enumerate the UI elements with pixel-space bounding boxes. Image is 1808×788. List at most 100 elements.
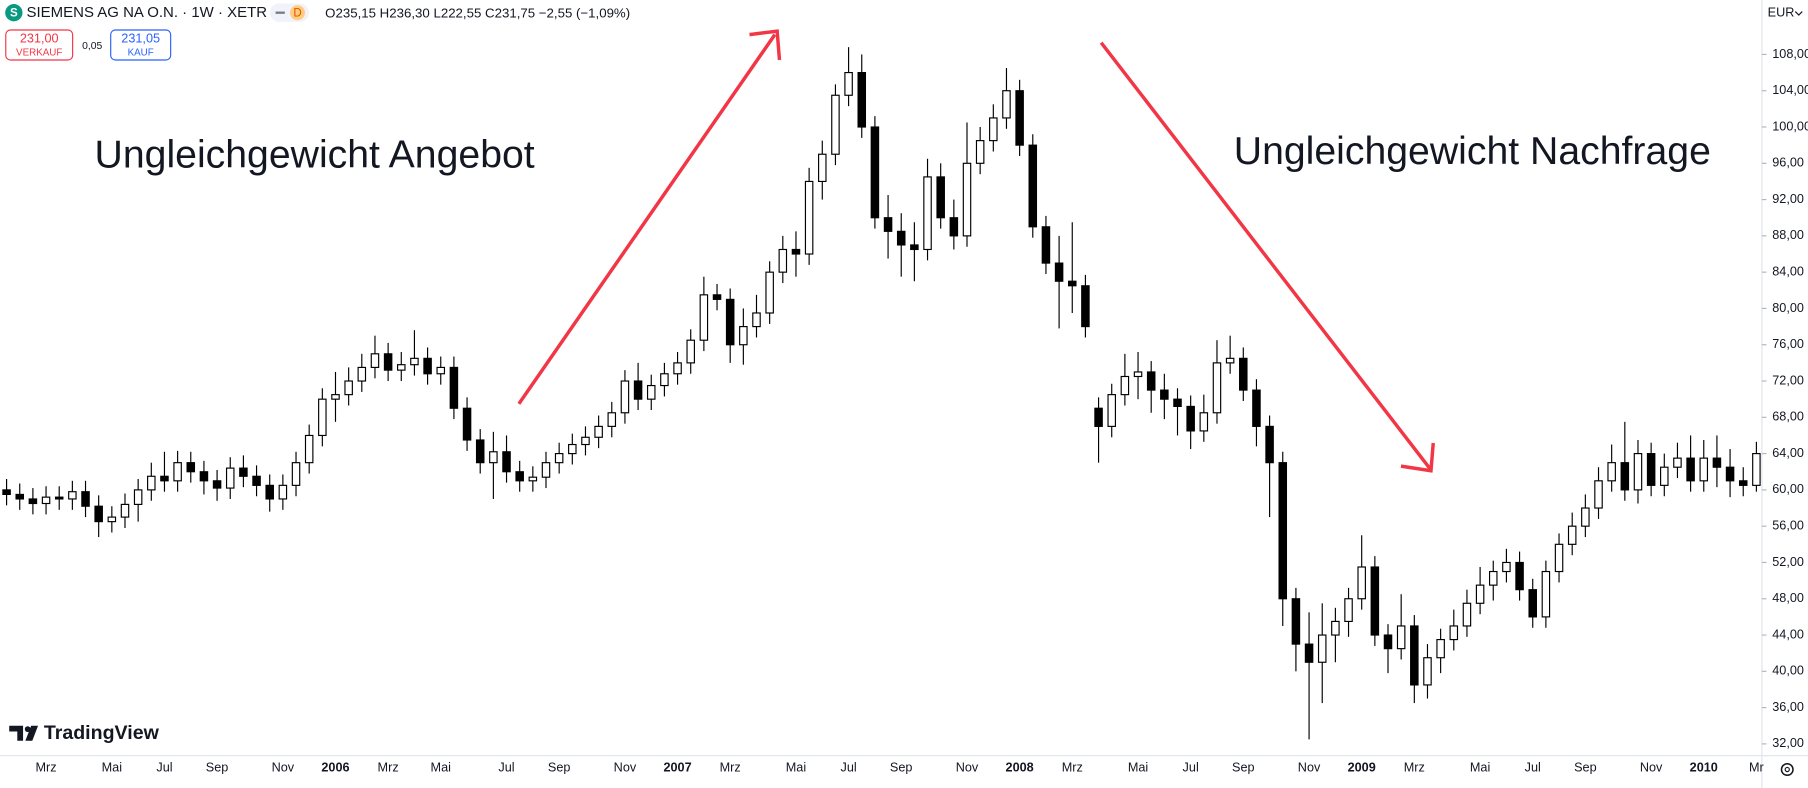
candle-body (1462, 602, 1472, 627)
candle-body (81, 491, 90, 507)
candle-body (818, 153, 827, 183)
candle-body (739, 326, 748, 346)
candle-body (791, 248, 801, 255)
candle-body (1515, 561, 1524, 591)
candle-body (1357, 566, 1366, 600)
x-tick-label: Sep (206, 761, 229, 775)
candle-body (225, 467, 235, 489)
candle-body (1225, 357, 1235, 364)
candle-body (1212, 362, 1222, 414)
candle-body (1725, 466, 1735, 482)
x-tick-label: Nov (272, 761, 295, 775)
candle-body (883, 217, 893, 232)
candle-body (1554, 543, 1564, 573)
candle-body (515, 471, 524, 482)
brand: TradingView (44, 722, 160, 744)
y-tick-label: 40,00 (1772, 664, 1804, 678)
candle-body (28, 498, 38, 505)
candle-body (752, 312, 761, 328)
candle-body (725, 298, 735, 346)
currency[interactable]: EUR (1768, 6, 1795, 20)
candle-body (1278, 462, 1288, 600)
spread: 0,05 (82, 41, 102, 52)
y-tick-label: 92,00 (1772, 192, 1804, 206)
x-tick-label: Jul (840, 761, 856, 775)
candle-body (1041, 226, 1051, 264)
candle-body (489, 451, 498, 464)
ohlc: O235,15 H236,30 L222,55 C231,75 −2,55 (−… (325, 5, 630, 20)
candle-body (1067, 280, 1077, 287)
candle-body (410, 357, 419, 366)
candle-body (765, 271, 774, 314)
brand-logo (9, 725, 39, 741)
candle-body (54, 496, 64, 500)
sell-button[interactable] (5, 29, 74, 61)
candle-body (1752, 453, 1761, 486)
y-tick-label: 56,00 (1772, 519, 1804, 533)
x-tick-label: Sep (548, 761, 571, 775)
candle-body (107, 516, 117, 523)
candle-body (1160, 389, 1169, 400)
y-tick-label: 72,00 (1772, 373, 1804, 387)
candle-body (1094, 407, 1103, 427)
y-tick-label: 68,00 (1772, 410, 1804, 424)
symbol-logo (5, 4, 23, 22)
candle-body (423, 357, 432, 375)
plot-area (2, 47, 1761, 740)
candle-body (160, 475, 169, 482)
candle-body (870, 126, 880, 219)
candle-body (1581, 507, 1590, 527)
y-tick-label: 80,00 (1772, 301, 1804, 315)
x-tick-label: 2006 (321, 761, 349, 775)
candle-body (1383, 634, 1393, 650)
candle-body (620, 380, 630, 414)
arrow-down (1099, 41, 1432, 470)
settings-icon[interactable] (1780, 763, 1794, 777)
currency-chevron (1794, 11, 1803, 16)
candle-body (857, 71, 867, 128)
y-tick-label: 32,00 (1772, 736, 1804, 750)
candle-body (68, 491, 77, 500)
candle-body (1370, 566, 1380, 636)
candle-body (383, 353, 393, 371)
candle-body (541, 462, 551, 478)
candle-body (291, 462, 301, 486)
x-tick-label: Sep (890, 761, 913, 775)
candle-body (1107, 394, 1116, 427)
candle-body (1567, 525, 1577, 545)
candle-body (318, 398, 327, 437)
candle-body (1620, 462, 1630, 491)
candle-body (41, 496, 51, 505)
candle-body (1304, 643, 1314, 663)
x-tick-label: Nov (1298, 761, 1321, 775)
candle-body (304, 434, 314, 464)
candle-body (186, 462, 196, 473)
candle-body (646, 384, 656, 400)
candle-body (1541, 570, 1551, 618)
candle-body (633, 380, 643, 400)
candle-body (449, 366, 459, 409)
buy-price: 231,05 (121, 32, 160, 46)
x-tick-label: 2009 (1348, 761, 1376, 775)
x-tick-label: Jul (1525, 761, 1541, 775)
candle-body (370, 353, 380, 368)
candle-body (528, 476, 538, 482)
candle-body (607, 412, 617, 427)
candle-body (1738, 480, 1748, 486)
x-tick-label: Jul (498, 761, 514, 775)
candle-body (1410, 625, 1419, 686)
candle-body (239, 467, 248, 477)
buy-button[interactable] (110, 29, 172, 61)
change: −2,55 (−1,09%) (539, 5, 630, 20)
candle-body (712, 294, 722, 300)
y-tick-label: 48,00 (1772, 591, 1804, 605)
candle-body (331, 394, 340, 400)
ohlc-value: 235,15 (335, 5, 376, 20)
y-tick-label: 64,00 (1772, 446, 1804, 460)
x-tick-label: 2008 (1006, 761, 1034, 775)
candle-body (133, 489, 143, 505)
symbol[interactable]: SIEMENS AG NA O.N. · 1W · XETR (27, 4, 268, 21)
y-tick-label: 84,00 (1772, 265, 1804, 279)
candle-body (778, 248, 788, 273)
